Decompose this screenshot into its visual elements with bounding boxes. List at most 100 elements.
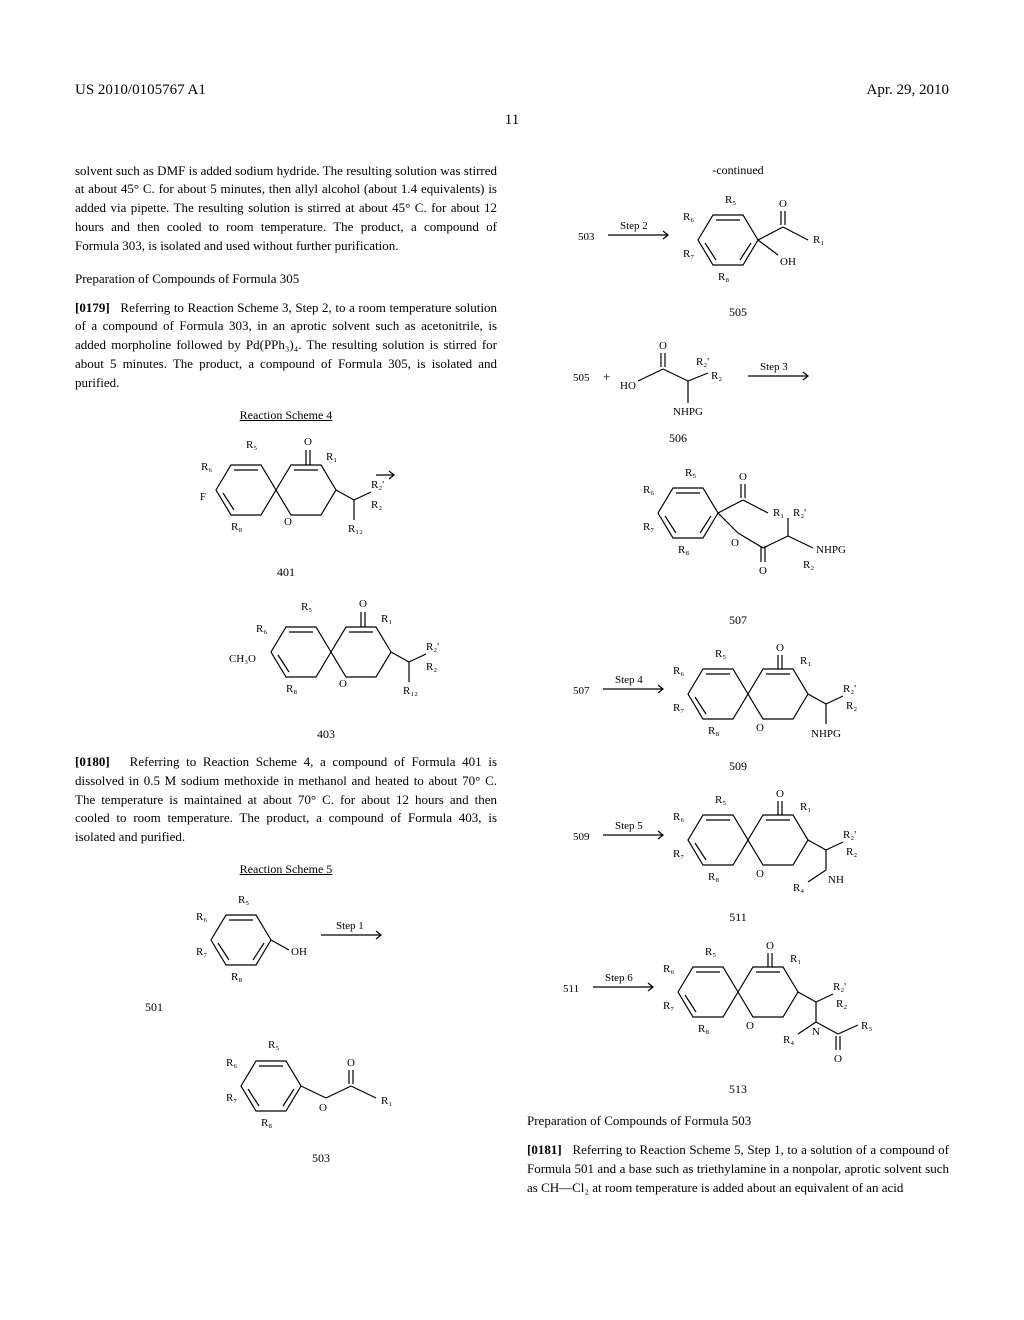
- svg-text:Step 5: Step 5: [615, 820, 643, 832]
- formula-511-label: 511: [527, 909, 949, 926]
- svg-text:R₂: R₂: [846, 846, 857, 858]
- svg-text:O: O: [659, 340, 667, 352]
- svg-text:R₆: R₆: [663, 963, 674, 975]
- svg-text:Step 2: Step 2: [620, 220, 648, 232]
- svg-text:R₃: R₃: [861, 1020, 872, 1032]
- formula-506-label: 506: [407, 430, 949, 447]
- svg-text:N: N: [812, 1026, 820, 1038]
- structure-509: 507 Step 4: [527, 639, 949, 775]
- svg-text:R₈: R₈: [708, 871, 719, 883]
- svg-text:R₁: R₁: [800, 655, 811, 667]
- svg-text:R₂': R₂': [793, 507, 806, 519]
- svg-text:R₂': R₂': [371, 479, 384, 491]
- svg-text:O: O: [347, 1057, 355, 1069]
- svg-text:R₂': R₂': [426, 641, 439, 653]
- svg-text:R₅: R₅: [685, 467, 696, 479]
- svg-text:R₁₂: R₁₂: [348, 523, 363, 535]
- svg-text:NH: NH: [828, 874, 844, 886]
- structure-507: R₅ R₆ R₇ R₈ O R₁ O O NHPG R₂' R₂ 507: [527, 458, 949, 629]
- prep-305-heading: Preparation of Compounds of Formula 305: [75, 270, 497, 289]
- svg-text:O: O: [339, 678, 347, 690]
- svg-text:O: O: [731, 537, 739, 549]
- svg-text:R₁: R₁: [790, 953, 801, 965]
- svg-text:R₆: R₆: [226, 1057, 237, 1069]
- svg-text:R₇: R₇: [663, 1000, 674, 1012]
- svg-text:R₁: R₁: [773, 507, 784, 519]
- svg-text:O: O: [766, 940, 774, 952]
- svg-text:R₅: R₅: [301, 601, 312, 613]
- scheme-5-structure-501: R₅ R₆ R₇ R₈ OH Step 1 501: [85, 885, 497, 1016]
- continued-label: -continued: [527, 162, 949, 179]
- svg-text:O: O: [284, 516, 292, 528]
- svg-text:R₁: R₁: [813, 234, 824, 246]
- formula-507-label: 507: [527, 612, 949, 629]
- structure-513: 511 Step 6: [527, 937, 949, 1098]
- svg-text:R₅: R₅: [705, 946, 716, 958]
- svg-text:O: O: [834, 1053, 842, 1065]
- formula-505-label: 505: [527, 304, 949, 321]
- svg-text:507: 507: [573, 685, 590, 697]
- svg-text:R₆: R₆: [683, 211, 694, 223]
- structure-506-step3: 505 + HO O R₂' R₂ N: [527, 331, 949, 447]
- svg-text:O: O: [759, 565, 767, 577]
- svg-text:Step 4: Step 4: [615, 674, 643, 686]
- publication-number: US 2010/0105767 A1: [75, 80, 206, 102]
- paragraph-0179: [0179] Referring to Reaction Scheme 3, S…: [75, 299, 497, 393]
- svg-text:503: 503: [578, 231, 595, 243]
- svg-text:Step 1: Step 1: [336, 920, 364, 932]
- scheme-4-structure-401: R₅ R₆ F R₈ O R₁ R₂' R₂ R₁₂ O: [75, 430, 497, 581]
- para-0180-text: Referring to Reaction Scheme 4, a compou…: [75, 754, 497, 844]
- svg-text:R₂: R₂: [426, 661, 437, 673]
- svg-text:R₂: R₂: [836, 998, 847, 1010]
- para-0179-text: Referring to Reaction Scheme 3, Step 2, …: [75, 300, 497, 390]
- page-number: 11: [75, 110, 949, 132]
- svg-text:O: O: [779, 198, 787, 210]
- scheme-5-title: Reaction Scheme 5: [75, 861, 497, 878]
- svg-text:R₂: R₂: [711, 370, 722, 382]
- para-0181-text: Referring to Reaction Scheme 5, Step 1, …: [527, 1142, 949, 1195]
- continuation-paragraph: solvent such as DMF is added sodium hydr…: [75, 162, 497, 256]
- svg-text:R₂: R₂: [846, 700, 857, 712]
- svg-text:R₁₂: R₁₂: [403, 685, 418, 697]
- svg-text:O: O: [746, 1020, 754, 1032]
- para-number-0179: [0179]: [75, 300, 110, 315]
- svg-text:NHPG: NHPG: [673, 406, 703, 418]
- svg-text:R₇: R₇: [226, 1092, 237, 1104]
- svg-text:O: O: [739, 471, 747, 483]
- svg-text:R₇: R₇: [673, 848, 684, 860]
- publication-date: Apr. 29, 2010: [867, 80, 950, 102]
- scheme-4-title: Reaction Scheme 4: [75, 407, 497, 424]
- svg-text:509: 509: [573, 831, 590, 843]
- svg-text:R₁: R₁: [381, 613, 392, 625]
- svg-text:Step 3: Step 3: [760, 361, 788, 373]
- svg-text:F: F: [200, 491, 206, 503]
- prep-503-heading: Preparation of Compounds of Formula 503: [527, 1112, 949, 1131]
- svg-text:R₈: R₈: [261, 1117, 272, 1129]
- svg-text:R₈: R₈: [231, 971, 242, 983]
- svg-text:505: 505: [573, 372, 590, 384]
- svg-text:R₈: R₈: [698, 1023, 709, 1035]
- formula-501-label: 501: [145, 999, 497, 1016]
- svg-text:R₂': R₂': [833, 981, 846, 993]
- svg-text:R₂: R₂: [371, 499, 382, 511]
- scheme-5-structure-503: R₅ R₆ R₇ R₈ O O R₁ 503: [145, 1026, 497, 1167]
- svg-text:R₈: R₈: [708, 725, 719, 737]
- svg-text:R₆: R₆: [201, 461, 212, 473]
- svg-text:R₇: R₇: [643, 521, 654, 533]
- svg-text:R₈: R₈: [286, 683, 297, 695]
- svg-text:+: +: [603, 369, 610, 384]
- formula-503-label: 503: [145, 1150, 497, 1167]
- para-number-0181: [0181]: [527, 1142, 562, 1157]
- svg-text:R₅: R₅: [725, 194, 736, 206]
- formula-401-label: 401: [75, 564, 497, 581]
- svg-text:R₂': R₂': [696, 356, 709, 368]
- svg-text:R₈: R₈: [718, 271, 729, 283]
- paragraph-0180: [0180] Referring to Reaction Scheme 4, a…: [75, 753, 497, 847]
- svg-text:R₁: R₁: [381, 1095, 392, 1107]
- svg-text:O: O: [756, 722, 764, 734]
- svg-text:R₆: R₆: [673, 665, 684, 677]
- svg-text:O: O: [756, 868, 764, 880]
- svg-text:R₈: R₈: [231, 521, 242, 533]
- svg-text:R₂': R₂': [843, 683, 856, 695]
- svg-text:511: 511: [563, 983, 579, 995]
